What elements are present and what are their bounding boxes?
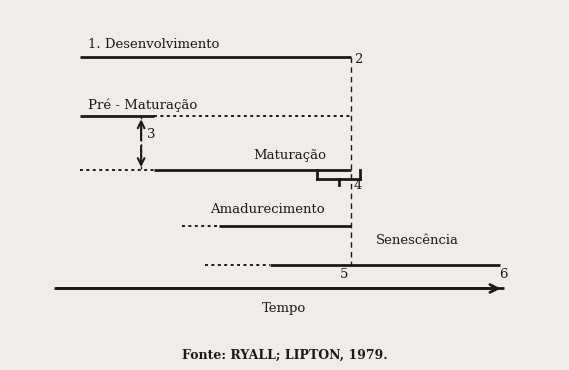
Text: Senescência: Senescência: [376, 234, 459, 247]
Text: Maturação: Maturação: [253, 149, 326, 162]
Text: 3: 3: [147, 128, 155, 141]
Text: 4: 4: [354, 178, 362, 192]
Text: 5: 5: [340, 268, 349, 281]
Text: 2: 2: [354, 53, 362, 66]
Text: 6: 6: [500, 268, 508, 281]
Text: Fonte: RYALL; LIPTON, 1979.: Fonte: RYALL; LIPTON, 1979.: [182, 349, 387, 362]
Text: Amadurecimento: Amadurecimento: [211, 203, 325, 216]
Text: Pré - Maturação: Pré - Maturação: [88, 99, 197, 112]
Text: Tempo: Tempo: [262, 302, 307, 315]
Text: 1. Desenvolvimento: 1. Desenvolvimento: [88, 38, 220, 51]
